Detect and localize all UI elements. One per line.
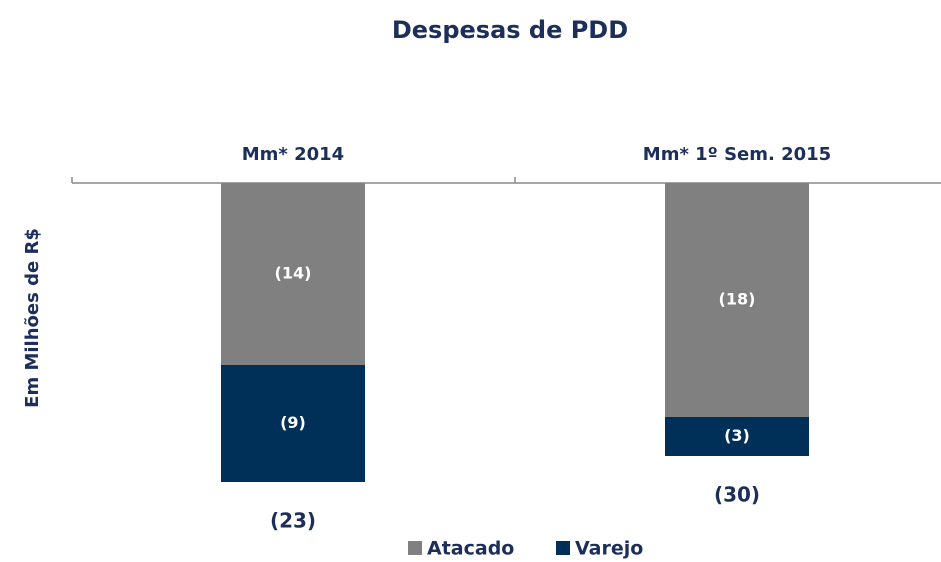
chart-title: Despesas de PDD: [392, 16, 628, 44]
bar-segment: [665, 417, 809, 456]
value-label: (14): [275, 264, 312, 283]
total-label: (23): [270, 509, 316, 533]
total-label: (30): [714, 483, 760, 507]
category-label: Mm* 2014: [242, 144, 344, 165]
bar-segment: [665, 183, 809, 417]
value-label: (18): [719, 290, 756, 309]
legend-swatch: [408, 541, 422, 555]
bar-segment: [221, 183, 365, 365]
value-label: (9): [280, 413, 306, 432]
legend-swatch: [556, 541, 570, 555]
value-label: (3): [724, 426, 750, 445]
bar-segment: [221, 365, 365, 482]
category-label: Mm* 1º Sem. 2015: [643, 144, 831, 165]
legend-label: Atacado: [427, 538, 514, 560]
legend-label: Varejo: [575, 538, 643, 560]
y-axis-label: Em Milhões de R$: [22, 228, 43, 408]
